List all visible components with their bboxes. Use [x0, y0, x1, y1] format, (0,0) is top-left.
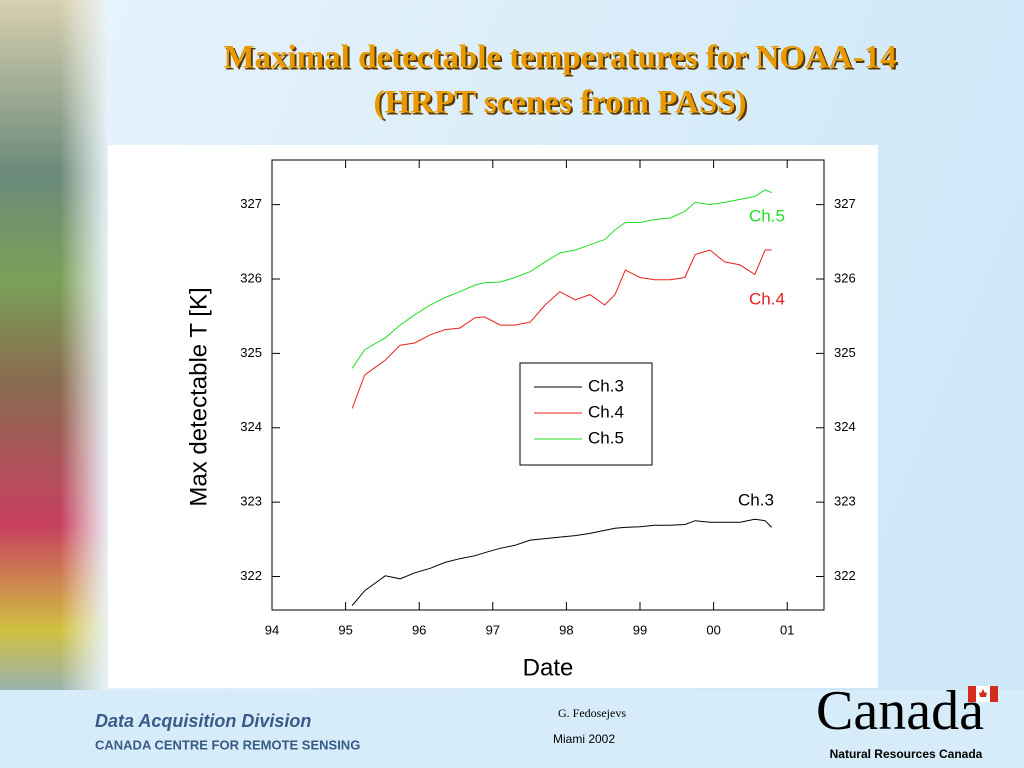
footer-centre: CANADA CENTRE FOR REMOTE SENSING: [95, 737, 360, 752]
legend-label: Ch.4: [588, 402, 624, 421]
canada-wordmark: Canada: [816, 680, 984, 742]
series-annotation: Ch.3: [738, 490, 774, 509]
footer-author: G. Fedosejevs: [558, 706, 626, 720]
footer-department: Natural Resources Canada: [830, 747, 983, 761]
legend-label: Ch.5: [588, 428, 624, 447]
footer-band: [0, 690, 1024, 768]
x-axis-label: Date: [523, 654, 574, 681]
plot-frame: [271, 159, 825, 611]
canada-flag: [968, 686, 998, 702]
footer-event: Miami 2002: [553, 732, 615, 746]
series-annotation: Ch.4: [749, 289, 785, 308]
legend-label: Ch.3: [588, 376, 624, 395]
y2-tick-label: 325: [834, 345, 856, 360]
subtitle-shadow: (HRPT scenes from PASS): [375, 87, 748, 123]
y2-tick-label: 322: [834, 568, 856, 583]
y2-tick-label: 323: [834, 494, 856, 509]
y2-tick-label: 324: [834, 419, 856, 434]
y2-tick-label: 326: [834, 270, 856, 285]
plot: 94 95 96 97 98 99 00 01 322 323 324 325 326 327 322 323…: [240, 159, 856, 637]
y-tick-label: 325: [240, 345, 262, 360]
chart-panel: [108, 145, 878, 688]
series-line: [351, 518, 773, 606]
legend-box: [519, 362, 653, 466]
x-tick-label: 01: [780, 622, 794, 637]
y-tick-label: 326: [240, 270, 262, 285]
x-tick-label: 94: [265, 622, 279, 637]
title-shadow: Maximal detectable temperatures for NOAA…: [225, 42, 898, 78]
y-tick-label: 327: [240, 196, 262, 211]
series-annotation: Ch.5: [749, 206, 785, 225]
y-axis-label: Max detectable T [K]: [185, 287, 212, 506]
footer-division: Data Acquisition Division: [95, 711, 311, 731]
y2-tick-label: 327: [834, 196, 856, 211]
x-tick-label: 95: [338, 622, 352, 637]
y-tick-label: 324: [240, 419, 262, 434]
chart-title: Maximal detectable temperatures for NOAA…: [223, 40, 896, 76]
photo-fade: [60, 0, 110, 700]
series-line: [351, 189, 772, 369]
chart-subtitle: (HRPT scenes from PASS): [373, 85, 746, 121]
y-tick-label: 322: [240, 568, 262, 583]
x-tick-label: 97: [486, 622, 500, 637]
x-tick-label: 99: [633, 622, 647, 637]
y-tick-label: 323: [240, 494, 262, 509]
series-line: [351, 249, 772, 409]
x-tick-label: 00: [706, 622, 720, 637]
x-tick-label: 96: [412, 622, 426, 637]
x-tick-label: 98: [559, 622, 573, 637]
